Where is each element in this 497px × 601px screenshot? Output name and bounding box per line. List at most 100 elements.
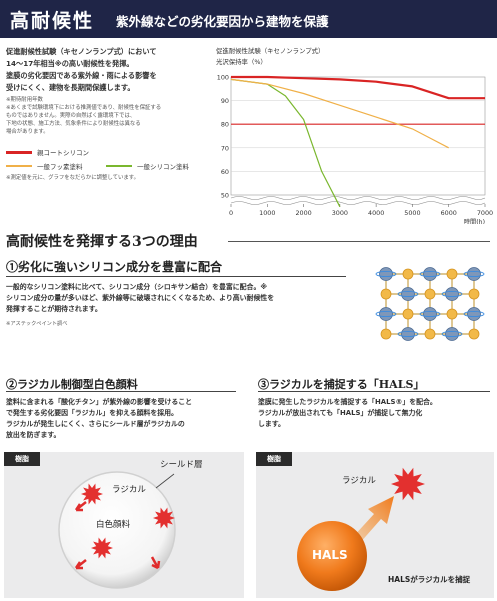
radical-burst <box>153 507 175 529</box>
hals-caption: HALSがラジカルを捕捉 <box>388 575 471 584</box>
footnote-line: ※期待耐用年数 <box>6 97 43 103</box>
chart-plot-area <box>230 76 486 196</box>
reason2-rule <box>6 391 236 392</box>
chart-y-tick-label: 50 <box>221 192 229 200</box>
legend-label: 親コートシリコン <box>37 149 89 157</box>
chart-y-tick-label: 60 <box>221 168 229 176</box>
intro-line: 受けにくく、建物を長期間保護します。 <box>6 83 135 92</box>
legend-item-silicone: 一般シリコン塗料 <box>106 161 189 171</box>
oxygen-atom <box>380 328 392 340</box>
oxygen-atom <box>468 328 480 340</box>
oxygen-atom <box>380 288 392 300</box>
reason1-text: 一般的なシリコン塗料に比べて、シリコン成分（シロキサン結合）を豊富に配合。※ シ… <box>6 282 366 315</box>
legend-swatch-red <box>6 150 32 154</box>
arrow-icon <box>150 556 161 570</box>
radical-burst <box>81 483 103 505</box>
reason2-line: 放出を防ぎます。 <box>6 431 61 439</box>
gloss-retention-chart: 促進耐候性試験（キセノンランプ式） 光沢保持率（%） 100 90 80 70 60 50… <box>214 44 497 224</box>
orbit-ring <box>397 290 419 298</box>
section-heading: 高耐候性を発揮する3つの理由 <box>6 234 198 250</box>
radical-label: ラジカル <box>112 485 146 495</box>
reason3-line: 塗膜に発生したラジカルを捕捉する「HALS®」を配合。 <box>258 398 437 406</box>
resin-tag: 樹脂 <box>256 452 292 466</box>
chart-axis-break <box>230 201 486 205</box>
chart-axis-break <box>230 196 486 200</box>
chart-x-tick-label: 0 <box>229 209 233 217</box>
chart-x-tick-label: 2000 <box>295 209 311 217</box>
reason2-line: ラジカルが発生しにくく、さらにシールド層がラジカルの <box>6 420 185 428</box>
section-rule <box>228 241 490 242</box>
footnote-line: ※あくまで試験環境下における推測値であり、耐候性を保証する <box>6 105 162 111</box>
reason2-text: 塗料に含まれる「酸化チタン」が紫外線の影響を受けること で発生する劣化要因「ラジ… <box>6 397 242 441</box>
chart-x-tick-label: 6000 <box>441 209 457 217</box>
legend-item-fluorine: 一般フッ素塗料 <box>6 161 83 171</box>
reason1-line: シリコン成分の量が多いほど、紫外線等に破壊されにくくなるため、より高い耐候性を <box>6 294 275 302</box>
orbit-ring <box>397 330 419 338</box>
white-pigment-label: 白色顔料 <box>96 520 131 530</box>
chart-x-axis-label: 時間(h) <box>464 219 485 224</box>
pigment-sphere <box>58 471 176 589</box>
orbit-ring <box>375 310 397 318</box>
silicon-atom <box>445 327 459 341</box>
reason3-rule <box>258 391 490 392</box>
footnote-line: 場合があります。 <box>6 129 49 135</box>
oxygen-atom <box>424 328 436 340</box>
chart-y-tick-label: 90 <box>221 97 229 105</box>
radical-burst <box>91 537 113 559</box>
oxygen-atom <box>402 268 414 280</box>
silicon-atom <box>379 267 393 281</box>
oxygen-atom <box>446 308 458 320</box>
chart-y-axis-label: 光沢保持率（%） <box>216 58 267 66</box>
silicon-atom <box>445 287 459 301</box>
silicon-atom <box>423 267 437 281</box>
radical-burst <box>391 467 425 501</box>
shield-leader-line <box>155 473 175 489</box>
intro-line: 14～17年相当※の高い耐候性を発揮。 <box>6 59 134 68</box>
chart-x-tick-label: 5000 <box>404 209 420 217</box>
intro-text: 促進耐候性試験（キセノンランプ式）において 14～17年相当※の高い耐候性を発揮… <box>6 46 212 94</box>
chart-axis-break-gap <box>229 197 487 206</box>
reason3-line: ラジカルが放出されても「HALS」が捕捉して無力化 <box>258 409 423 417</box>
graph-note: ※測定値を元に、グラフをなだらかに調整しています。 <box>6 175 140 181</box>
chart-y-tick-label: 70 <box>221 144 229 152</box>
reason1-line: 一般的なシリコン塗料に比べて、シリコン成分（シロキサン結合）を豊富に配合。※ <box>6 283 268 291</box>
chart-series-line <box>231 75 485 100</box>
siloxane-molecule-icon <box>375 267 485 341</box>
hals-label: HALS <box>312 548 348 562</box>
reason1-rule <box>6 276 346 277</box>
chart-x-tick-label: 3000 <box>332 209 348 217</box>
orbit-ring <box>463 270 485 278</box>
chart-plot: 100 90 80 70 60 50 0 1000 2000 3000 4000 5000 6000 70… <box>217 74 493 225</box>
reason1-title: ①劣化に強いシリコン成分を豊富に配合 <box>6 260 223 274</box>
orbit-ring <box>375 270 397 278</box>
reason1-line: 発揮することが期待されます。 <box>6 305 102 313</box>
capture-arrow-icon <box>352 496 394 544</box>
pigment-diagram-panel: 樹脂 シールド層 ラジカル 白色顔料 <box>4 452 244 598</box>
silicon-atom <box>401 327 415 341</box>
legend-label: 一般フッ素塗料 <box>37 163 83 171</box>
orbit-ring <box>441 290 463 298</box>
reason3-title: ③ラジカルを捕捉する「HALS」 <box>258 378 425 391</box>
silicon-atom <box>423 307 437 321</box>
intro-line: 塗膜の劣化要因である紫外線・雨による影響を <box>6 71 157 80</box>
orbit-ring <box>463 310 485 318</box>
reason3-text: 塗膜に発生したラジカルを捕捉する「HALS®」を配合。 ラジカルが放出されても「… <box>258 397 494 430</box>
orbit-ring <box>419 270 441 278</box>
chart-x-tick-label: 4000 <box>368 209 384 217</box>
silicon-atom <box>467 267 481 281</box>
oxygen-atom <box>446 268 458 280</box>
radical-burst-icon <box>81 483 175 559</box>
legend-swatch-orange <box>6 165 32 167</box>
page-subtitle: 紫外線などの劣化要因から建物を保護 <box>116 14 329 29</box>
reason3-line: します。 <box>258 420 285 428</box>
page-title: 高耐候性 <box>10 10 95 32</box>
footnote-line: 下地の状態、施工方法、気象条件により耐候性は異なる <box>6 121 141 127</box>
oxygen-atom <box>424 288 436 300</box>
chart-x-tick-label: 1000 <box>259 209 275 217</box>
resin-tag: 樹脂 <box>4 452 40 466</box>
chart-series-line <box>230 78 449 149</box>
oxygen-atom <box>402 308 414 320</box>
radical-burst-icon <box>391 467 425 501</box>
silicon-atom <box>379 307 393 321</box>
intro-line: 促進耐候性試験（キセノンランプ式）において <box>6 47 157 56</box>
